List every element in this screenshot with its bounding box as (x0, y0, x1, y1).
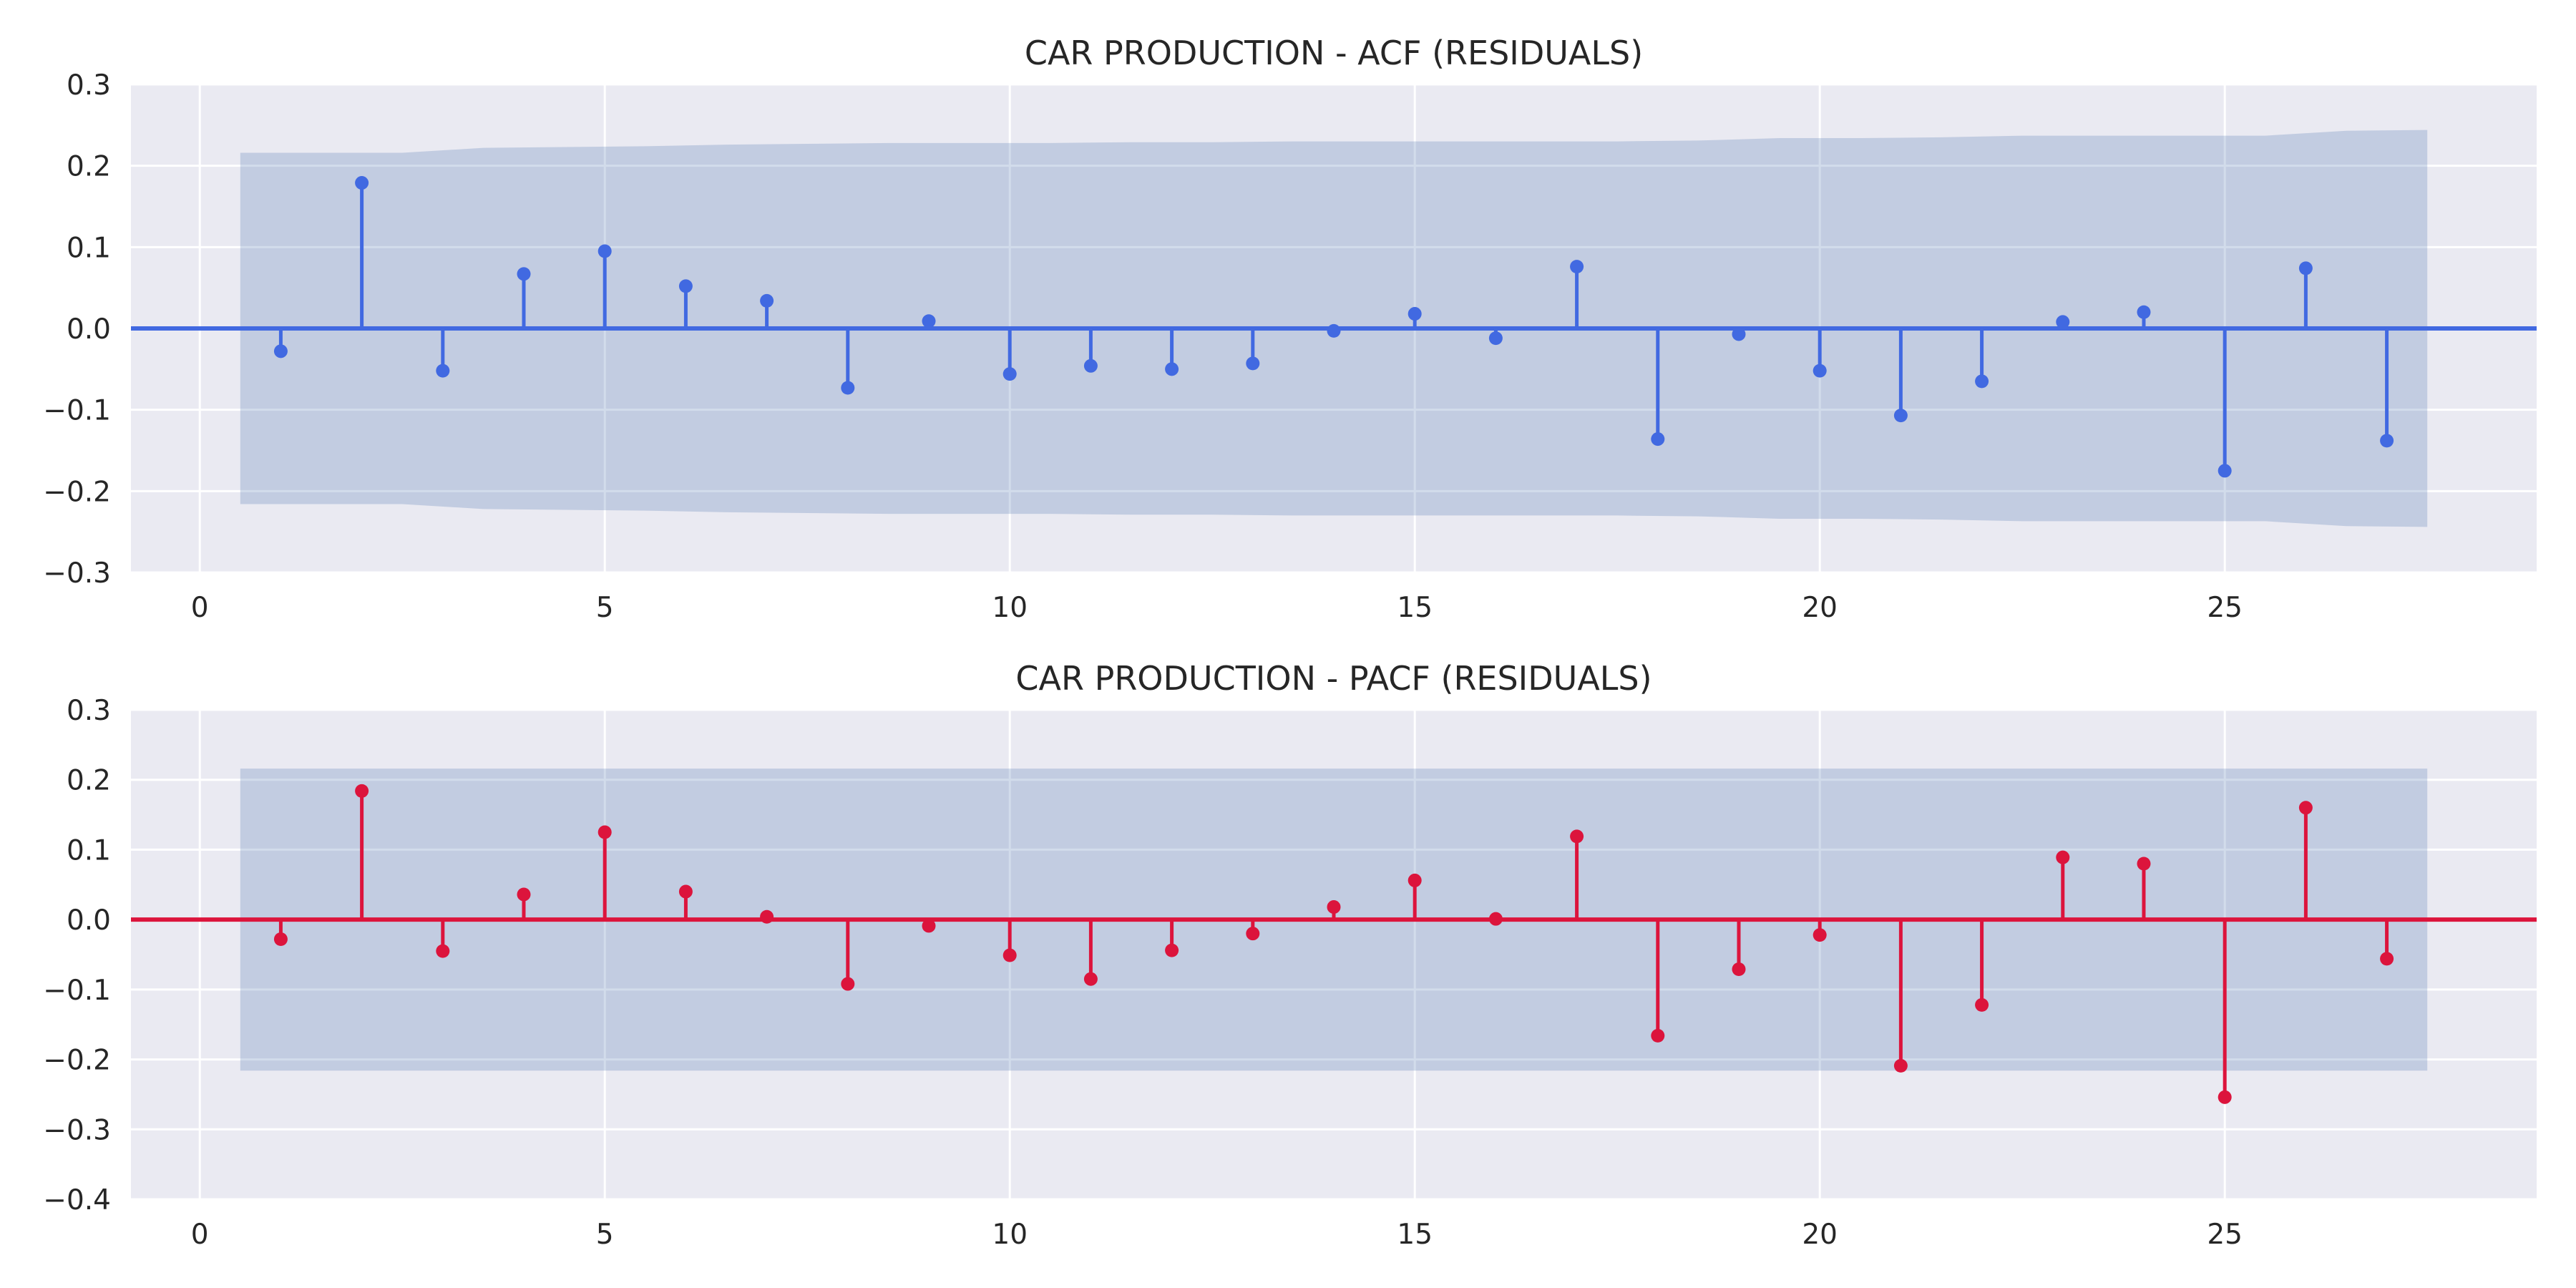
acf-point-lag-2 (355, 176, 369, 190)
acf-y-tick-labels: 0.3 0.2 0.1 0.0 −0.1 −0.2 −0.3 (43, 69, 111, 590)
pacf-point-lag-14 (1327, 900, 1341, 914)
acf-point-lag-1 (273, 344, 288, 358)
acf-point-lag-5 (597, 244, 612, 258)
acf-point-lag-10 (1002, 367, 1017, 381)
pacf-plot-area (131, 710, 2537, 1199)
pacf-x-tick-label: 0 (191, 1219, 209, 1251)
acf-point-lag-15 (1407, 307, 1422, 321)
acf-chart-title: CAR PRODUCTION - ACF (RESIDUALS) (1025, 34, 1643, 72)
pacf-x-tick-label: 5 (596, 1219, 614, 1251)
acf-x-tick-label: 25 (2207, 592, 2243, 624)
acf-point-lag-22 (1975, 374, 1989, 389)
pacf-point-lag-4 (517, 887, 531, 902)
pacf-y-tick-label: 0.1 (67, 834, 111, 867)
acf-point-lag-24 (2137, 305, 2151, 319)
acf-x-tick-label: 20 (1802, 592, 1838, 624)
acf-stems (131, 176, 2537, 478)
pacf-point-lag-24 (2137, 857, 2151, 871)
acf-y-tick-label: 0.0 (67, 313, 111, 346)
pacf-point-lag-15 (1407, 873, 1422, 887)
acf-point-lag-14 (1327, 323, 1341, 338)
pacf-y-tick-label: −0.1 (43, 975, 111, 1007)
acf-y-tick-label: −0.1 (43, 395, 111, 427)
acf-point-lag-21 (1893, 409, 1908, 423)
pacf-point-lag-13 (1246, 927, 1260, 941)
acf-point-lag-17 (1570, 260, 1584, 274)
acf-point-lag-11 (1083, 358, 1098, 373)
pacf-y-tick-label: 0.3 (67, 695, 111, 727)
acf-point-lag-19 (1732, 327, 1746, 341)
pacf-point-lag-7 (760, 909, 774, 924)
acf-point-lag-26 (2298, 261, 2313, 275)
acf-y-tick-label: 0.3 (67, 69, 111, 102)
acf-point-lag-18 (1651, 432, 1665, 447)
acf-point-lag-6 (678, 279, 693, 293)
pacf-y-tick-label: −0.3 (43, 1114, 111, 1146)
pacf-point-lag-2 (355, 784, 369, 798)
pacf-point-lag-26 (2298, 801, 2313, 815)
acf-point-lag-12 (1165, 362, 1179, 376)
acf-point-lag-25 (2218, 464, 2232, 478)
acf-y-tick-label: 0.2 (67, 151, 111, 183)
pacf-x-tick-label: 10 (992, 1219, 1028, 1251)
pacf-point-lag-10 (1002, 948, 1017, 962)
pacf-point-lag-22 (1975, 997, 1989, 1012)
pacf-y-tick-label: 0.2 (67, 765, 111, 797)
pacf-point-lag-8 (841, 977, 855, 991)
pacf-point-lag-23 (2056, 850, 2070, 864)
acf-point-lag-13 (1246, 356, 1260, 371)
pacf-chart-title: CAR PRODUCTION - PACF (RESIDUALS) (1015, 659, 1652, 698)
pacf-point-lag-5 (597, 825, 612, 839)
pacf-point-lag-16 (1488, 912, 1503, 926)
acf-y-tick-label: −0.2 (43, 476, 111, 508)
acf-point-lag-9 (922, 314, 936, 328)
acf-x-tick-label: 15 (1397, 592, 1433, 624)
acf-y-tick-label: −0.3 (43, 557, 111, 590)
pacf-x-tick-labels: 0 5 10 15 20 25 (191, 1219, 2243, 1251)
acf-x-tick-label: 10 (992, 592, 1028, 624)
pacf-y-tick-label: −0.4 (43, 1184, 111, 1216)
acf-x-tick-label: 0 (191, 592, 209, 624)
pacf-point-lag-11 (1083, 972, 1098, 986)
pacf-point-lag-20 (1813, 928, 1827, 942)
acf-point-lag-7 (760, 293, 774, 308)
acf-point-lag-4 (517, 267, 531, 281)
pacf-point-lag-18 (1651, 1028, 1665, 1043)
pacf-y-tick-label: 0.0 (67, 904, 111, 937)
pacf-y-tick-labels: 0.3 0.2 0.1 0.0 −0.1 −0.2 −0.3 −0.4 (43, 695, 111, 1216)
acf-point-lag-27 (2380, 434, 2394, 448)
acf-point-lag-16 (1488, 331, 1503, 346)
acf-point-lag-3 (436, 364, 450, 378)
pacf-panel: 0.30.20.10.0−0.1−0.2−0.3−0.4 0 5 10 15 20 25 … (43, 659, 2537, 1251)
pacf-point-lag-6 (678, 884, 693, 899)
pacf-y-tick-label: −0.2 (43, 1045, 111, 1077)
pacf-point-lag-12 (1165, 943, 1179, 957)
acf-gridlines (131, 83, 2537, 574)
pacf-x-tick-label: 25 (2207, 1219, 2243, 1251)
acf-x-tick-labels: 0 5 10 15 20 25 (191, 592, 2243, 624)
acf-point-lag-8 (841, 381, 855, 395)
acf-y-tick-label: 0.1 (67, 232, 111, 264)
pacf-stems (131, 784, 2537, 1104)
acf-point-lag-23 (2056, 315, 2070, 329)
acf-panel: 0.3 0.2 0.1 0.0 −0.1 −0.2 −0.3 0 5 10 15 20 25 CAR … (43, 34, 2537, 624)
pacf-x-tick-label: 15 (1397, 1219, 1433, 1251)
pacf-point-lag-9 (922, 919, 936, 933)
pacf-point-lag-19 (1732, 962, 1746, 977)
pacf-point-lag-27 (2380, 952, 2394, 966)
pacf-point-lag-25 (2218, 1090, 2232, 1104)
pacf-point-lag-1 (273, 932, 288, 947)
pacf-gridlines (131, 708, 2537, 1201)
pacf-point-lag-3 (436, 944, 450, 958)
pacf-point-lag-17 (1570, 829, 1584, 844)
acf-point-lag-20 (1813, 364, 1827, 378)
pacf-x-tick-label: 20 (1802, 1219, 1838, 1251)
pacf-point-lag-21 (1893, 1058, 1908, 1073)
acf-x-tick-label: 5 (596, 592, 614, 624)
